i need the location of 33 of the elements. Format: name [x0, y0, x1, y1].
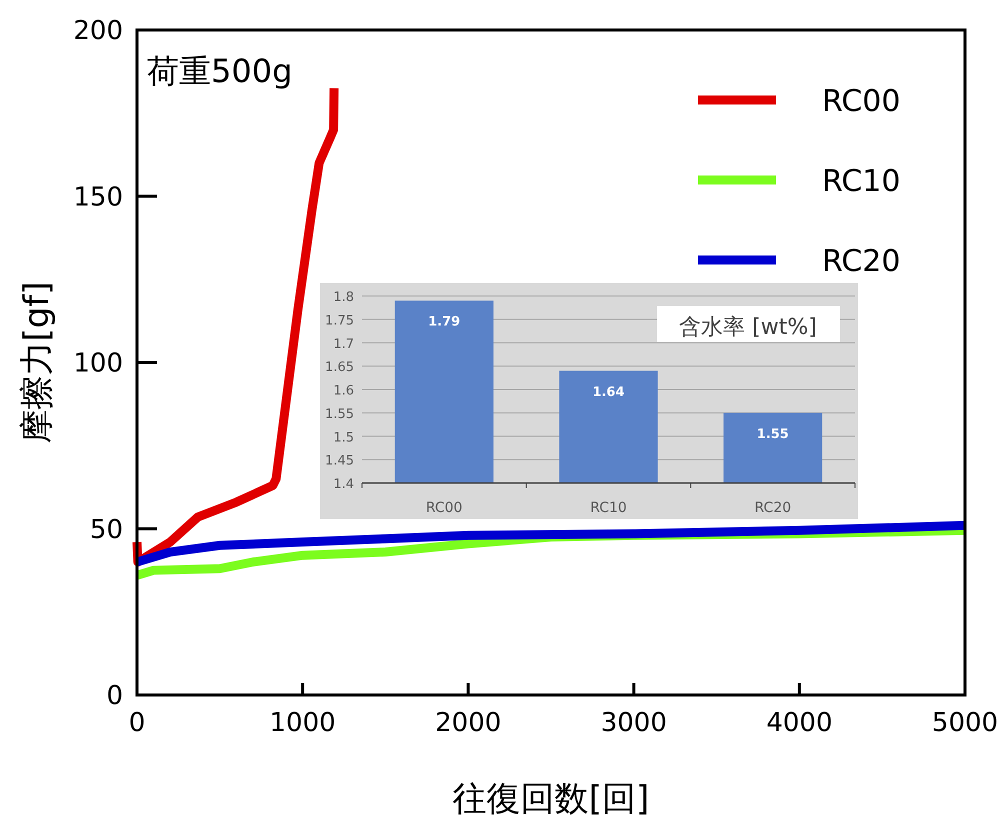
text: 含水率 [wt%] [679, 315, 817, 340]
x-tick-label: RC20 [754, 500, 792, 516]
annotation: 荷重500g [147, 52, 292, 90]
x-tick-label: RC10 [590, 500, 627, 516]
y-tick-label: 150 [73, 182, 123, 212]
x-tick-label: 2000 [435, 708, 502, 738]
y-tick-label: 1.7 [333, 336, 354, 352]
x-tick-label: RC00 [426, 500, 462, 516]
y-tick-label: 200 [73, 16, 123, 46]
y-tick-label: 0 [106, 681, 123, 711]
data-label: 1.64 [592, 384, 625, 400]
y-tick-label: 1.45 [325, 454, 354, 469]
y-tick-label: 1.8 [333, 290, 354, 305]
y-tick-label: 1.4 [333, 477, 354, 492]
y-tick-label: 50 [90, 514, 123, 545]
x-axis-title: 往復回数[回] [452, 779, 650, 819]
y-tick-label: 1.65 [325, 360, 354, 376]
x-tick-label: 4000 [766, 708, 832, 738]
y-tick-label: 1.55 [325, 406, 354, 422]
y-tick-label: 1.75 [325, 313, 354, 328]
legend-label: RC10 [822, 164, 900, 199]
y-axis-title: 摩擦力[gf] [17, 281, 57, 444]
legend-label: RC20 [822, 244, 900, 279]
data-label: 1.55 [756, 426, 789, 442]
x-tick-label: 5000 [932, 708, 998, 738]
y-tick-label: 1.5 [333, 430, 354, 446]
y-tick-label: 100 [73, 348, 123, 378]
y-tick-label: 1.6 [333, 384, 354, 398]
data-label: 1.79 [428, 314, 460, 330]
x-tick-label: 1000 [270, 708, 336, 738]
x-tick-label: 0 [128, 708, 146, 738]
x-tick-label: 3000 [600, 708, 667, 738]
legend-label: RC00 [822, 84, 900, 119]
